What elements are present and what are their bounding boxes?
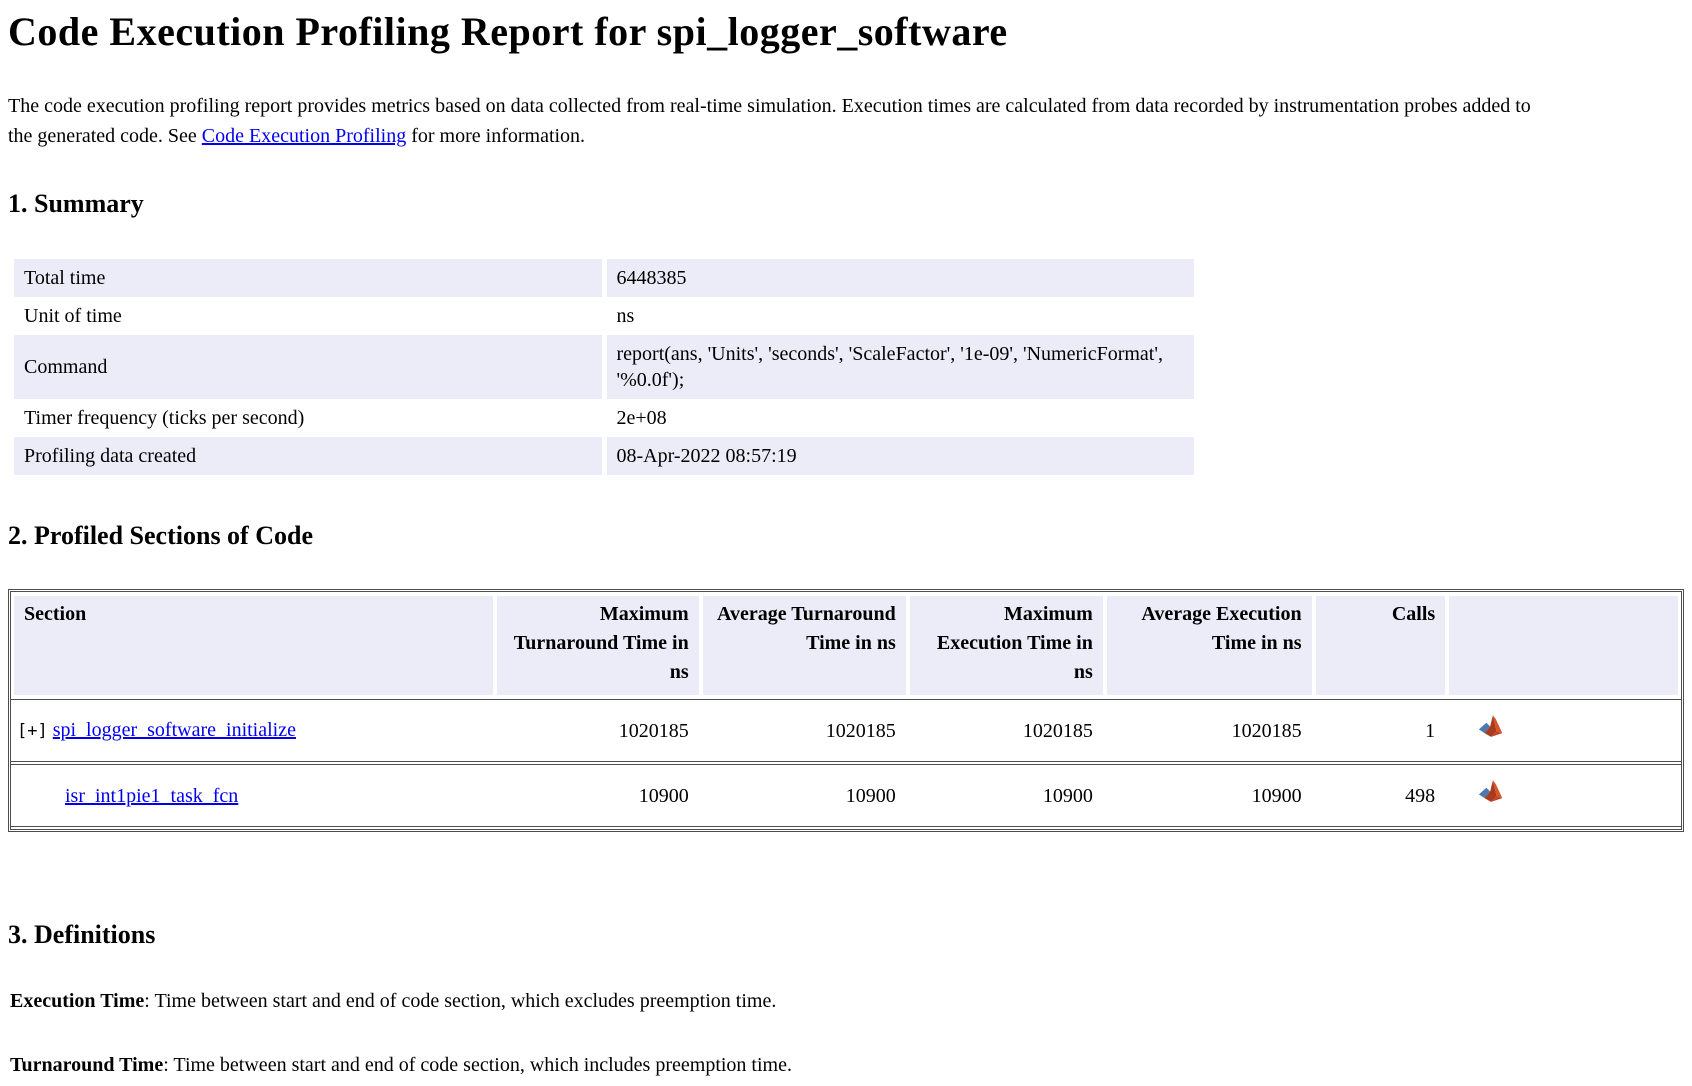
max-turnaround-value: 10900 [495,764,701,827]
max-execution-value: 10900 [907,764,1105,827]
summary-row-value: report(ans, 'Units', 'seconds', 'ScaleFa… [604,335,1194,399]
summary-row-value: 08-Apr-2022 08:57:19 [604,437,1194,475]
avg-execution-value: 1020185 [1104,699,1314,762]
definition-term: Turnaround Time [10,1054,164,1076]
intro-paragraph: The code execution profiling report prov… [8,91,1553,151]
max-turnaround-value: 1020185 [495,699,701,762]
summary-row: Total time 6448385 [14,259,1194,297]
definition-term: Execution Time [10,990,145,1012]
calls-value: 498 [1313,764,1448,827]
summary-heading: 1. Summary [8,189,144,218]
definition-text: : Time between start and end of code sec… [163,1054,792,1076]
summary-row-label: Unit of time [14,297,607,335]
summary-row-label: Timer frequency (ticks per second) [14,399,607,437]
summary-row-label: Command [14,335,607,399]
column-header-max-execution: Maximum Execution Time in ns [907,594,1105,697]
summary-row-value: ns [616,305,635,327]
definition-execution-time: Execution Time: Time between start and e… [10,988,1684,1014]
summary-row-label: Total time [14,259,607,297]
summary-row-value: 6448385 [604,259,1194,297]
column-header-calls: Calls [1313,594,1448,697]
intro-text-before: The code execution profiling report prov… [8,95,1531,147]
column-header-avg-turnaround: Average Turnaround Time in ns [700,594,908,697]
matlab-icon[interactable] [1477,713,1507,740]
summary-row-value: 2e+08 [616,407,667,429]
column-header-section: Section [11,594,496,697]
matlab-icon[interactable] [1477,778,1507,805]
max-execution-value: 1020185 [907,699,1105,762]
page-title: Code Execution Profiling Report for spi_… [8,9,1008,54]
summary-row-label: Profiling data created [14,437,607,475]
avg-turnaround-value: 1020185 [700,699,908,762]
expand-button[interactable]: [+] [17,721,48,741]
table-row: [+] spi_logger_software_initialize 10201… [11,699,1681,762]
calls-value: 1 [1313,699,1448,762]
code-execution-profiling-link[interactable]: Code Execution Profiling [201,125,407,147]
profiled-sections-heading: 2. Profiled Sections of Code [8,521,313,550]
summary-row: Command report(ans, 'Units', 'seconds', … [14,335,1194,399]
summary-row: Timer frequency (ticks per second) 2e+08 [14,399,1194,437]
column-header-actions [1447,594,1681,697]
table-header-row: Section Maximum Turnaround Time in ns Av… [11,594,1681,697]
table-row: isr_int1pie1_task_fcn 10900 10900 10900 … [11,764,1681,827]
avg-turnaround-value: 10900 [700,764,908,827]
summary-table: Total time 6448385 Unit of time ns Comma… [14,259,1194,475]
column-header-avg-execution: Average Execution Time in ns [1104,594,1314,697]
section-link-spi-logger-software-initialize[interactable]: spi_logger_software_initialize [52,719,296,741]
summary-row: Profiling data created 08-Apr-2022 08:57… [14,437,1194,475]
section-link-isr-int1pie1-task-fcn[interactable]: isr_int1pie1_task_fcn [65,784,239,807]
definitions-heading: 3. Definitions [8,920,156,949]
definition-turnaround-time: Turnaround Time: Time between start and … [10,1052,1684,1078]
intro-text-after: for more information. [406,125,586,147]
column-header-max-turnaround: Maximum Turnaround Time in ns [495,594,701,697]
definition-text: : Time between start and end of code sec… [144,990,777,1012]
summary-row: Unit of time ns [14,297,1194,335]
avg-execution-value: 10900 [1104,764,1314,827]
profiled-sections-table: Section Maximum Turnaround Time in ns Av… [8,589,1684,832]
